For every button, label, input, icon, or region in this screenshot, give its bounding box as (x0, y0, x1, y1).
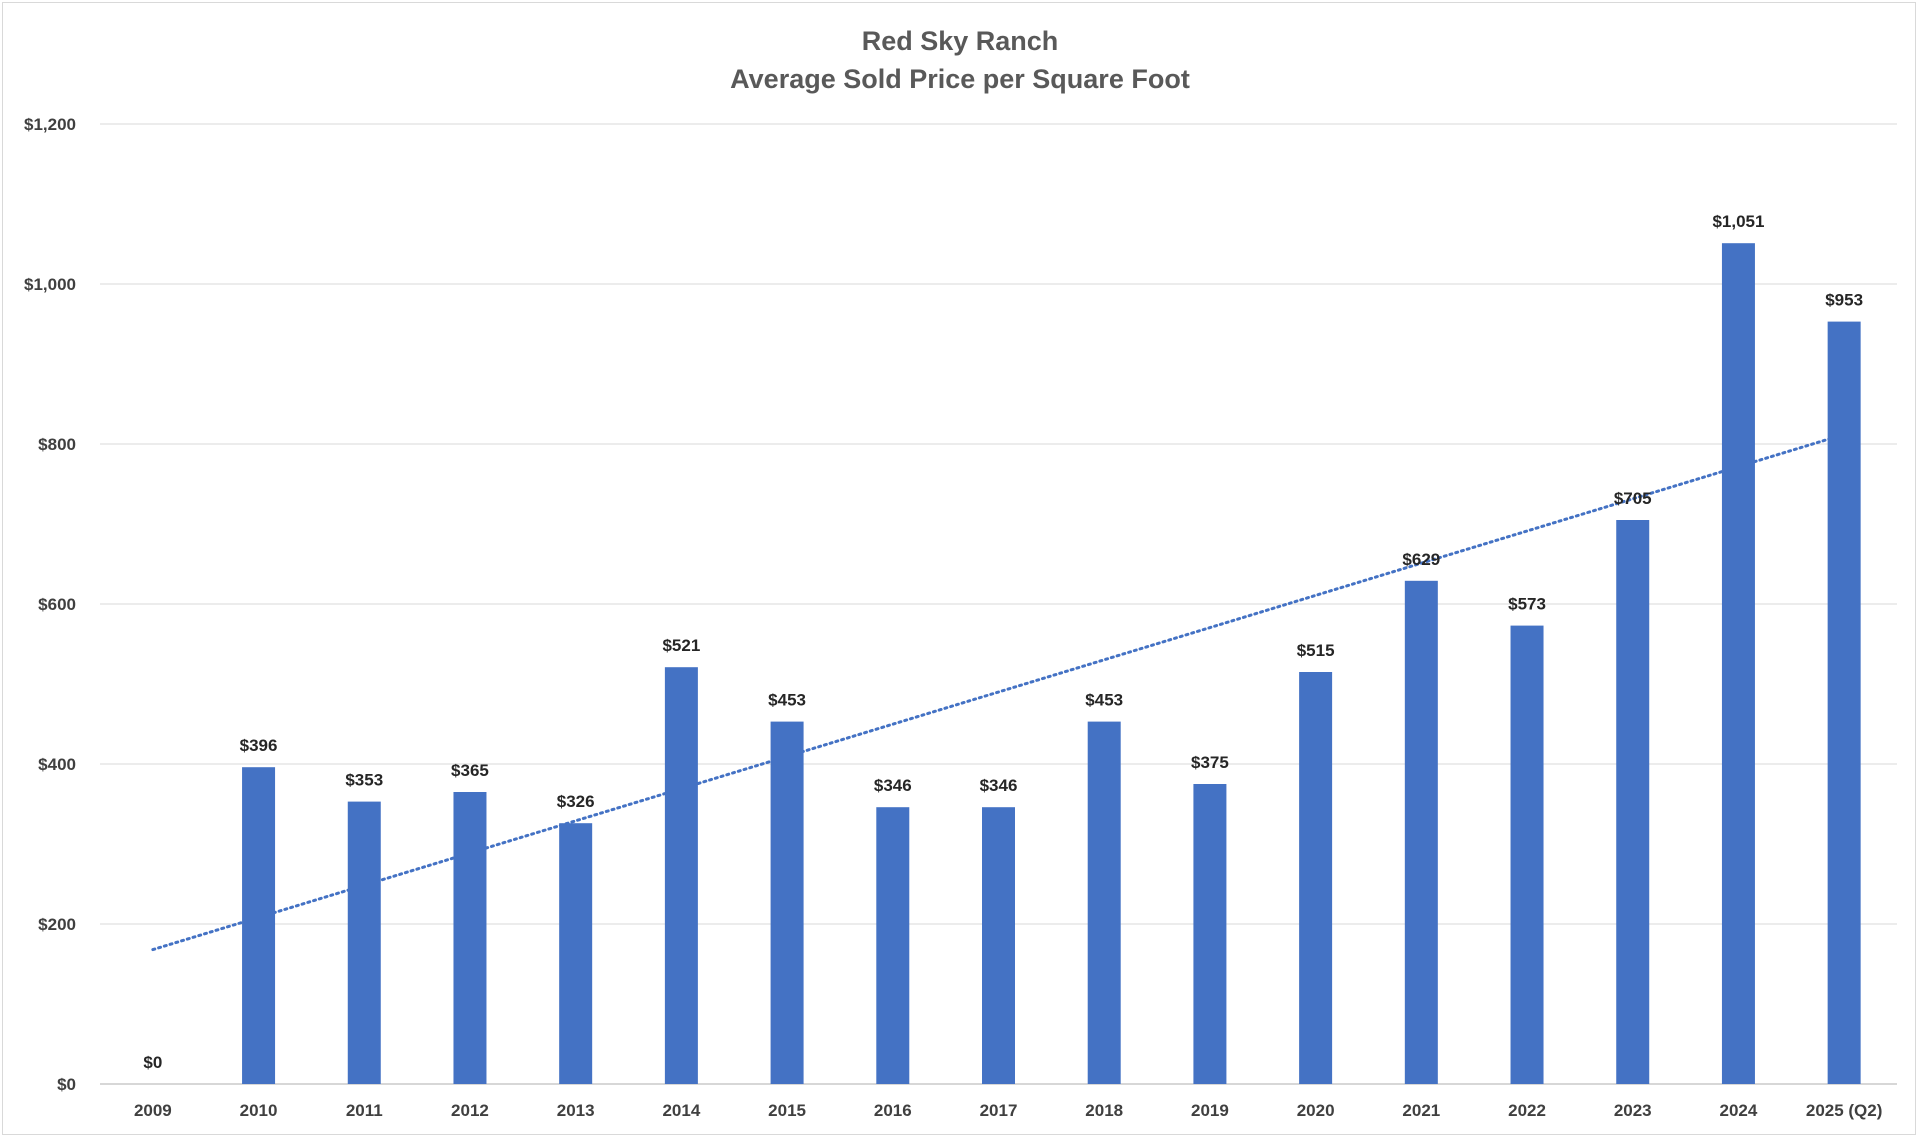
x-tick-label: 2014 (662, 1101, 700, 1120)
data-label: $705 (1614, 489, 1652, 508)
gridlines (100, 123, 1897, 1085)
x-tick-label: 2023 (1614, 1101, 1652, 1120)
data-label: $353 (345, 771, 383, 790)
bar (1299, 672, 1333, 1084)
trendline-layer (151, 432, 1846, 952)
bar (453, 792, 487, 1084)
data-label: $573 (1508, 595, 1546, 614)
x-tick-label: 2025 (Q2) (1806, 1101, 1883, 1120)
y-tick-label: $0 (57, 1075, 76, 1094)
bar (1193, 784, 1227, 1084)
x-tick-label: 2013 (557, 1101, 595, 1120)
bar (347, 801, 381, 1084)
bar (1616, 520, 1650, 1084)
data-label: $326 (557, 792, 595, 811)
bar (1721, 243, 1755, 1084)
y-tick-label: $400 (38, 755, 76, 774)
trendline (151, 432, 1846, 952)
data-label: $396 (240, 736, 278, 755)
data-labels: $0 $396 $353 $365 $326 $521 $453 $346 $346 $453 $3… (143, 212, 1863, 1072)
y-tick-label: $800 (38, 435, 76, 454)
y-tick-label: $600 (38, 595, 76, 614)
y-tick-label: $200 (38, 915, 76, 934)
bar (770, 721, 804, 1084)
y-tick-label: $1,000 (24, 275, 76, 294)
x-tick-label: 2015 (768, 1101, 806, 1120)
bar (1827, 321, 1861, 1085)
bar (982, 807, 1015, 1084)
bar (1087, 721, 1121, 1084)
x-tick-label: 2020 (1297, 1101, 1335, 1120)
data-label: $346 (980, 776, 1018, 795)
data-label: $346 (874, 776, 912, 795)
chart-subtitle: Average Sold Price per Square Foot (730, 64, 1190, 94)
x-tick-label: 2019 (1191, 1101, 1229, 1120)
data-label: $521 (662, 636, 700, 655)
x-tick-label: 2009 (134, 1101, 172, 1120)
y-axis-tick-labels: $0 $200 $400 $600 $800 $1,000 $1,200 (24, 115, 76, 1094)
data-label: $453 (1085, 691, 1123, 710)
x-tick-label: 2010 (240, 1101, 278, 1120)
x-tick-label: 2017 (980, 1101, 1018, 1120)
data-label: $365 (451, 761, 489, 780)
data-label: $375 (1191, 753, 1229, 772)
x-tick-label: 2011 (346, 1101, 383, 1120)
data-label: $515 (1297, 641, 1335, 660)
x-tick-label: 2021 (1402, 1101, 1440, 1120)
y-tick-label: $1,200 (24, 115, 76, 134)
data-label: $953 (1825, 291, 1863, 310)
bars (242, 243, 1861, 1085)
chart-svg: Red Sky Ranch Average Sold Price per Squ… (24, 26, 1897, 1120)
bar (559, 823, 593, 1084)
x-tick-label: 2024 (1720, 1101, 1758, 1120)
x-tick-label: 2018 (1085, 1101, 1123, 1120)
bar (242, 767, 276, 1084)
x-tick-label: 2022 (1508, 1101, 1546, 1120)
x-axis-tick-labels: 2009 2010 2011 2012 2013 2014 2015 2016 2017 2018… (134, 1101, 1882, 1120)
bar (1404, 580, 1438, 1084)
bar (876, 807, 910, 1084)
chart-title: Red Sky Ranch (862, 26, 1059, 56)
data-label: $453 (768, 691, 806, 710)
x-tick-label: 2016 (874, 1101, 912, 1120)
data-label: $0 (143, 1053, 162, 1072)
bar (1510, 625, 1544, 1084)
data-label: $629 (1402, 550, 1440, 569)
x-tick-label: 2012 (451, 1101, 489, 1120)
data-label: $1,051 (1712, 212, 1764, 231)
bar (664, 667, 698, 1084)
